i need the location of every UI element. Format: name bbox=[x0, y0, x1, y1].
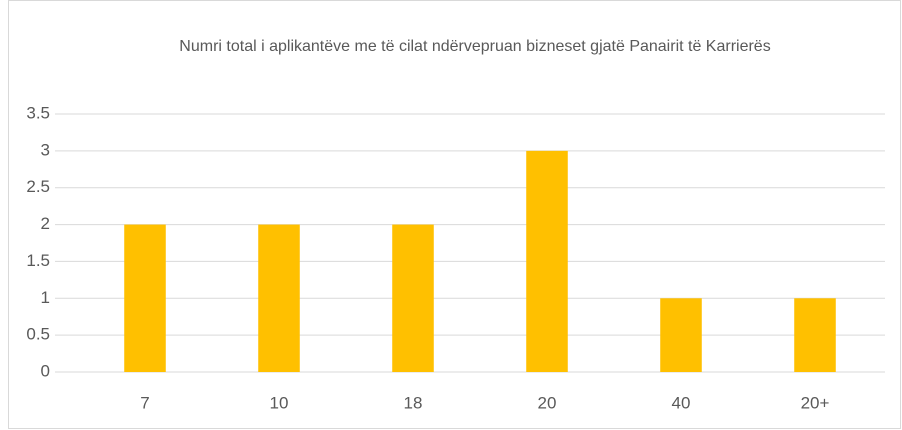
y-tick-label: 0 bbox=[41, 361, 50, 380]
bar bbox=[258, 224, 300, 372]
bar bbox=[124, 224, 166, 372]
bar bbox=[660, 298, 702, 372]
bar bbox=[794, 298, 836, 372]
y-tick-label: 2.5 bbox=[26, 177, 50, 196]
x-tick-label: 18 bbox=[404, 393, 423, 412]
x-tick-label: 20+ bbox=[801, 393, 830, 412]
y-tick-label: 1.5 bbox=[26, 251, 50, 270]
x-tick-label: 7 bbox=[140, 393, 149, 412]
bar bbox=[526, 150, 568, 372]
chart-border bbox=[8, 0, 901, 429]
bar bbox=[392, 224, 434, 372]
y-tick-label: 1 bbox=[41, 288, 50, 307]
chart-title: Numri total i aplikantëve me të cilat nd… bbox=[179, 38, 771, 55]
y-tick-label: 0.5 bbox=[26, 325, 50, 344]
x-tick-label: 40 bbox=[672, 393, 691, 412]
y-tick-label: 2 bbox=[41, 214, 50, 233]
x-tick-label: 20 bbox=[538, 393, 557, 412]
y-tick-label: 3 bbox=[41, 140, 50, 159]
x-tick-label: 10 bbox=[270, 393, 289, 412]
y-tick-label: 3.5 bbox=[26, 103, 50, 122]
